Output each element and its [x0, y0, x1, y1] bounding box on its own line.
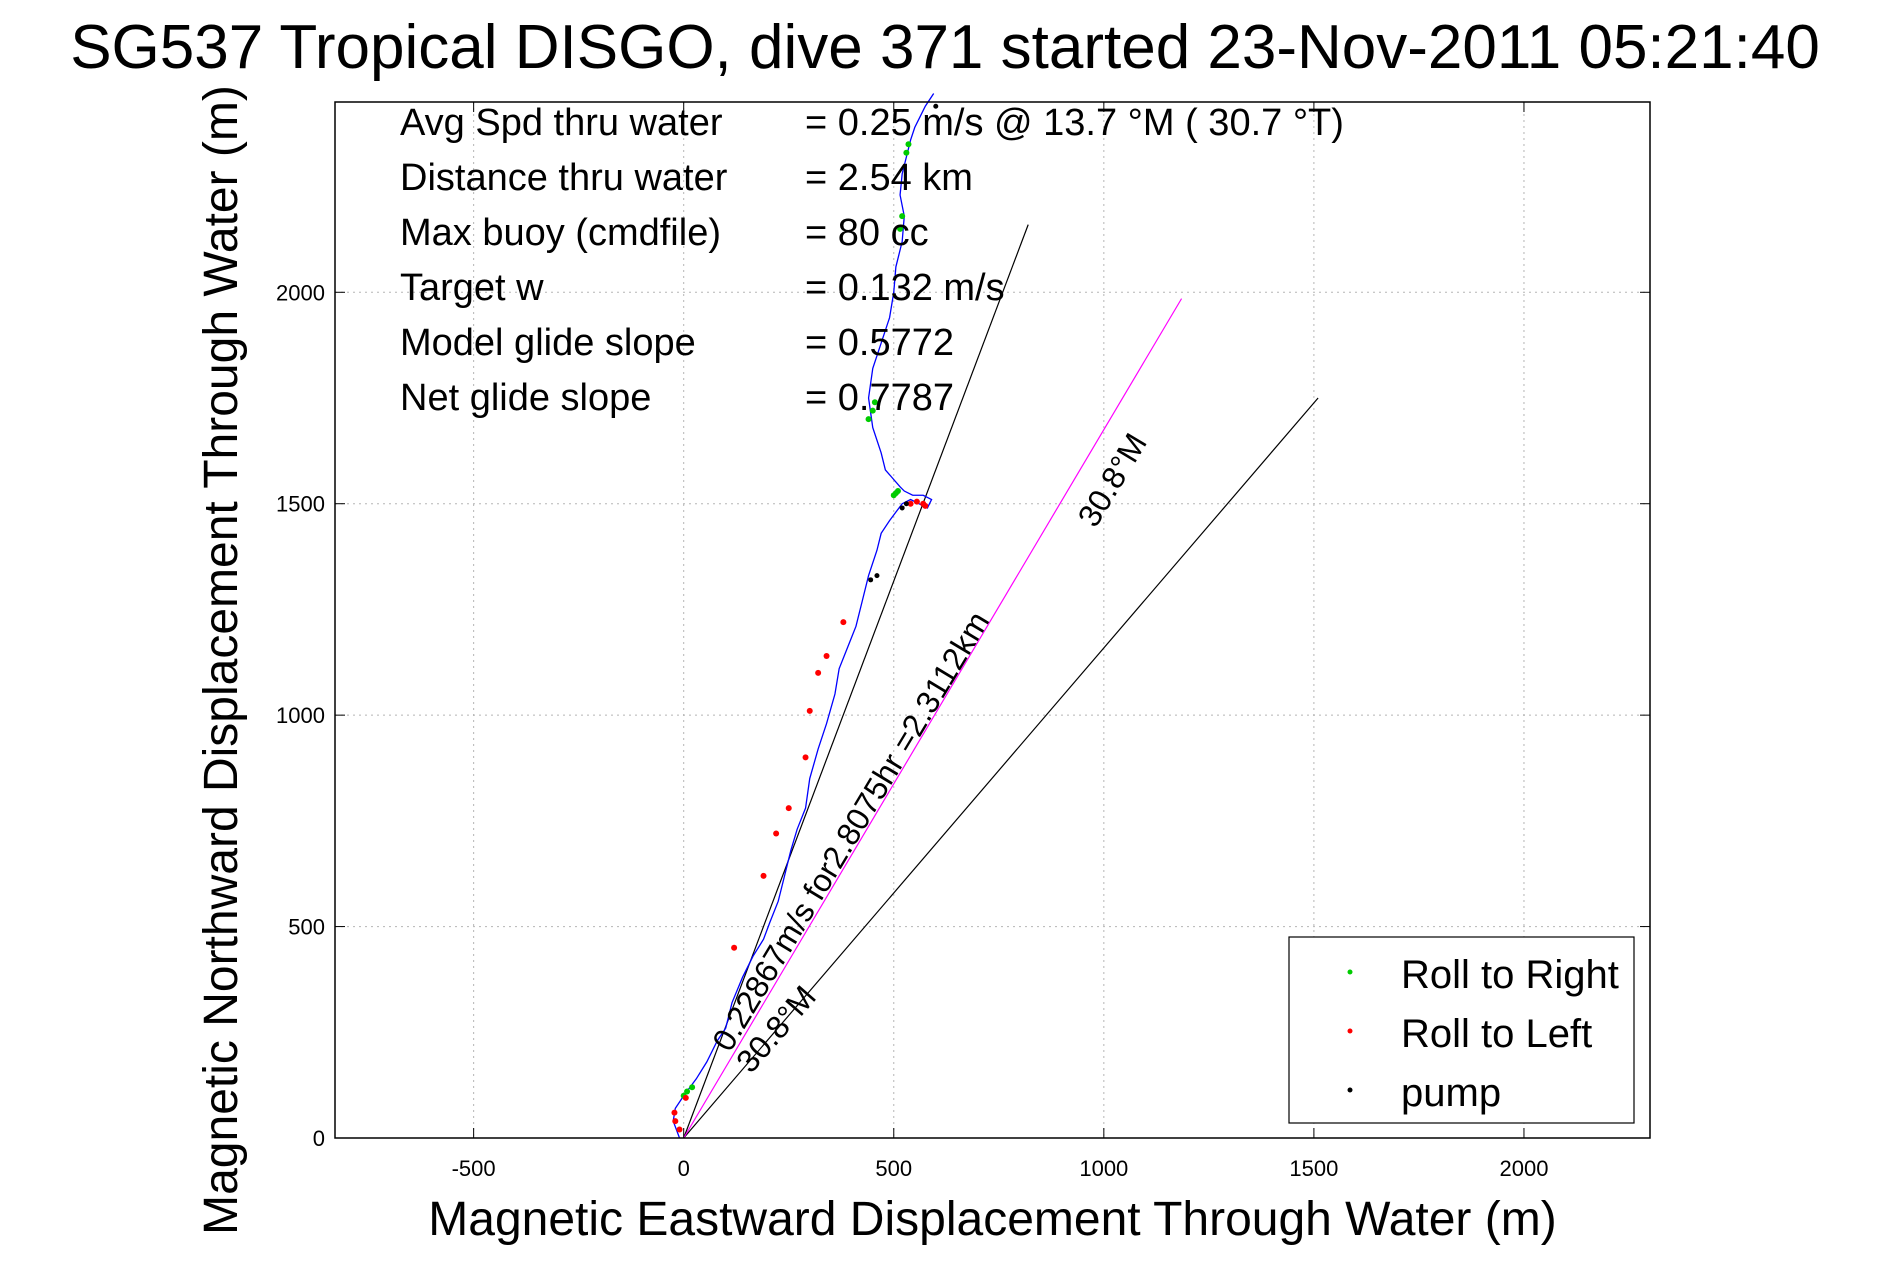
line-annotation: 0.22867m/s for2.8075hr =2.3112km	[705, 605, 996, 1057]
info-label: Distance thru water	[400, 157, 728, 199]
plot-frame	[334, 101, 1651, 1139]
chart-title: SG537 Tropical DISGO, dive 371 started 2…	[70, 13, 1820, 82]
info-value: = 2.54 km	[805, 157, 973, 199]
legend-box	[1288, 936, 1635, 1124]
roll-left-point	[671, 1109, 678, 1116]
info-value: = 0.25 m/s @ 13.7 °M ( 30.7 °T)	[805, 102, 1344, 144]
pump-point	[933, 103, 939, 109]
roll-left-point	[922, 502, 929, 509]
reference-line	[683, 397, 1319, 1139]
roll-left-point	[806, 707, 813, 714]
y-tick-label: 1500	[276, 492, 325, 517]
y-tick-label: 0	[313, 1126, 325, 1151]
info-value: = 80 cc	[805, 212, 929, 254]
legend-marker	[1347, 969, 1353, 975]
pump-point	[874, 573, 880, 579]
x-tick-label: 1000	[1079, 1156, 1128, 1181]
info-label: Target w	[400, 267, 544, 309]
roll-right-point	[894, 488, 901, 495]
roll-left-point	[907, 500, 914, 507]
x-tick-label: 500	[875, 1156, 912, 1181]
grid-lines	[335, 102, 1650, 1139]
roll-right-point	[869, 407, 876, 414]
roll-right-point	[897, 225, 904, 232]
dive-info-text: Avg Spd thru water = 0.25 m/s @ 13.7 °M (…	[400, 102, 1344, 419]
legend: Roll to Right Roll to Left pump	[1288, 936, 1635, 1124]
roll-left-point	[731, 944, 738, 951]
legend-marker	[1347, 1028, 1353, 1034]
roll-right-point	[903, 149, 910, 156]
dive-track	[672, 93, 935, 1139]
legend-marker	[1347, 1087, 1353, 1093]
reference-line	[683, 224, 1029, 1139]
roll-left-point	[672, 1118, 679, 1125]
y-axis-label: Magnetic Northward Displacement Through …	[195, 85, 248, 1235]
roll-left-point	[785, 805, 792, 812]
roll-left-point	[773, 830, 780, 837]
roll-left-point	[676, 1126, 683, 1133]
roll-left-point	[760, 872, 767, 879]
roll-left-point	[840, 619, 847, 626]
info-value: = 0.5772	[805, 322, 954, 364]
legend-label: Roll to Right	[1401, 953, 1619, 997]
line-annotations: 0.22867m/s for2.8075hr =2.3112km30.8°M30…	[705, 427, 1154, 1079]
x-axis-label: Magnetic Eastward Displacement Through W…	[428, 1193, 1556, 1246]
event-points	[671, 103, 939, 1133]
pump-point	[899, 505, 905, 511]
roll-right-point	[684, 1088, 691, 1095]
axis-ticks: -500 0 500 1000 1500 2000 0 500 1000 1500 2000	[276, 102, 1650, 1181]
pump-point	[868, 577, 874, 583]
x-tick-label: 2000	[1499, 1156, 1548, 1181]
reference-line	[683, 298, 1183, 1139]
x-tick-label: 0	[678, 1156, 690, 1181]
roll-right-point	[899, 213, 906, 220]
roll-right-point	[865, 416, 872, 423]
x-tick-label: -500	[452, 1156, 496, 1181]
y-tick-label: 500	[288, 915, 325, 940]
info-value: = 0.7787	[805, 377, 954, 419]
reference-lines	[683, 224, 1319, 1139]
y-tick-label: 1000	[276, 703, 325, 728]
y-tick-label: 2000	[276, 280, 325, 305]
roll-right-point	[871, 399, 878, 406]
legend-label: Roll to Left	[1401, 1012, 1592, 1056]
info-label: Model glide slope	[400, 322, 696, 364]
info-label: Max buoy (cmdfile)	[400, 212, 721, 254]
x-tick-label: 1500	[1289, 1156, 1338, 1181]
roll-left-point	[823, 652, 830, 659]
roll-left-point	[815, 669, 822, 676]
legend-label: pump	[1401, 1071, 1501, 1115]
roll-left-point	[802, 754, 809, 761]
roll-right-point	[905, 141, 912, 148]
roll-right-point	[689, 1084, 696, 1091]
line-annotation: 30.8°M	[1071, 427, 1154, 533]
pump-point	[903, 501, 909, 507]
info-value: = 0.132 m/s	[805, 267, 1005, 309]
info-label: Avg Spd thru water	[400, 102, 723, 144]
roll-left-point	[682, 1094, 689, 1101]
track-line	[672, 93, 935, 1139]
info-label: Net glide slope	[400, 377, 651, 419]
roll-left-point	[913, 498, 920, 505]
